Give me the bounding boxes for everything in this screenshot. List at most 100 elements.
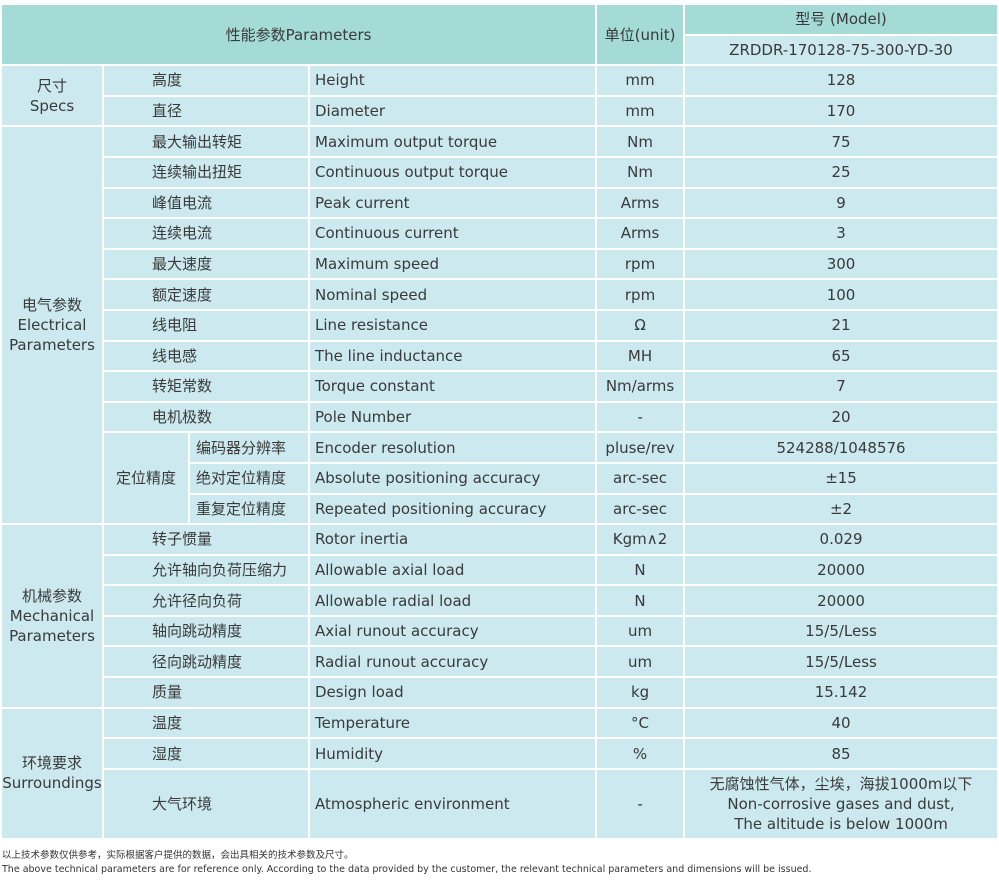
group-label-line: Surroundings — [2, 774, 102, 793]
header-model: ZRDDR-170128-75-300-YD-30 — [685, 35, 997, 65]
value: 21 — [685, 310, 997, 340]
param-cn: 峰值电流 — [104, 188, 308, 218]
param-en: Absolute positioning accuracy — [310, 463, 596, 493]
group-label-line: Parameters — [9, 336, 95, 355]
table-row: 连续电流 Continuous current Arms 3 — [2, 219, 997, 248]
table-row: 重复定位精度 Repeated positioning accuracy arc-s… — [2, 494, 997, 524]
param-cn: 径向跳动精度 — [104, 647, 308, 677]
table-row: 定位精度 编码器分辨率 Encoder resolution pluse/rev 524… — [2, 433, 997, 524]
value-line: Non-corrosive gases and dust, — [727, 794, 955, 813]
header-row: ZRDDR-170128-75-300-YD-30 — [2, 35, 997, 65]
value: 15.142 — [685, 678, 997, 707]
header-parameters: 性能参数Parameters — [2, 5, 596, 65]
unit: Nm/arms — [597, 372, 684, 401]
value: 9 — [685, 188, 997, 218]
unit: um — [597, 647, 684, 677]
value: 3 — [685, 219, 997, 248]
value: 170 — [685, 96, 997, 126]
param-en: Rotor inertia — [310, 525, 596, 554]
table-row: 连续输出扭矩 Continuous output torque Nm 25 — [2, 157, 997, 187]
param-en: Diameter — [310, 96, 596, 126]
param-en: Encoder resolution — [310, 433, 596, 462]
group-label-line: 电气参数 — [21, 296, 82, 315]
value: 100 — [685, 280, 997, 309]
header-model-label: 型号 (Model) — [685, 5, 997, 34]
param-cn: 连续输出扭矩 — [104, 157, 308, 187]
group-label-line: Mechanical — [9, 606, 95, 625]
table-row: 大气环境 Atmospheric environment - 无腐蚀性气体，尘埃，海拔… — [2, 769, 997, 838]
unit: N — [597, 555, 684, 585]
param-cn: 额定速度 — [104, 280, 308, 309]
param-cn: 高度 — [104, 66, 308, 95]
param-cn: 直径 — [104, 96, 308, 126]
value: 15/5/Less — [685, 647, 997, 677]
table-row: 环境要求 Surroundings 温度 Temperature °C 40 — [2, 708, 997, 838]
table-row: 线电感 The line inductance MH 65 — [2, 341, 997, 371]
value: 128 — [685, 66, 997, 95]
footnotes: 以上技术参数仅供参考，实际根据客户提供的数据，会出具相关的技术参数及尺寸。 The… — [2, 849, 811, 877]
table-row: 绝对定位精度 Absolute positioning accuracy arc-s… — [2, 463, 997, 493]
unit: Ω — [597, 310, 684, 340]
param-en: Design load — [310, 678, 596, 707]
unit: rpm — [597, 249, 684, 279]
param-en: Continuous current — [310, 219, 596, 248]
value: ±2 — [685, 494, 997, 524]
param-cn: 重复定位精度 — [190, 494, 308, 524]
param-cn: 电机极数 — [104, 402, 308, 432]
table-row: 峰值电流 Peak current Arms 9 — [2, 188, 997, 218]
param-cn: 湿度 — [104, 739, 308, 768]
param-en: Radial runout accuracy — [310, 647, 596, 677]
unit: arc-sec — [597, 463, 684, 493]
group-label: 环境要求 Surroundings — [2, 708, 102, 838]
value: 40 — [685, 708, 997, 738]
param-en: Allowable radial load — [310, 586, 596, 615]
group-label-line: Parameters — [9, 626, 95, 645]
param-cn: 转矩常数 — [104, 372, 308, 401]
param-cn: 线电阻 — [104, 310, 308, 340]
param-en: Pole Number — [310, 402, 596, 432]
table-row: 额定速度 Nominal speed rpm 100 — [2, 280, 997, 309]
param-cn: 最大输出转矩 — [104, 127, 308, 156]
value: 0.029 — [685, 525, 997, 554]
group-label: 尺寸 Specs — [2, 66, 102, 126]
unit: mm — [597, 66, 684, 95]
unit: Arms — [597, 188, 684, 218]
value: 20000 — [685, 586, 997, 615]
param-en: Maximum output torque — [310, 127, 596, 156]
param-en: Temperature — [310, 708, 596, 738]
table-row: 机械参数 Mechanical Parameters 转子惯量 Rotor inerti… — [2, 525, 997, 707]
footnote: 以上技术参数仅供参考，实际根据客户提供的数据，会出具相关的技术参数及尺寸。 — [2, 850, 354, 861]
unit: rpm — [597, 280, 684, 309]
unit: pluse/rev — [597, 433, 684, 462]
group-label-line: 尺寸 — [36, 76, 67, 95]
unit: - — [597, 402, 684, 432]
unit: - — [597, 769, 684, 838]
param-en: Maximum speed — [310, 249, 596, 279]
param-cn: 编码器分辨率 — [190, 433, 308, 462]
unit: °C — [597, 708, 684, 738]
param-en: Height — [310, 66, 596, 95]
param-cn: 质量 — [104, 678, 308, 707]
value: 7 — [685, 372, 997, 401]
table-row: 允许轴向负荷压缩力 Allowable axial load N 20000 — [2, 555, 997, 585]
table-row: 电气参数 Electrical Parameters 最大输出转矩 Maximum ou… — [2, 127, 997, 524]
unit: arc-sec — [597, 494, 684, 524]
value: 15/5/Less — [685, 616, 997, 646]
group-label: 电气参数 Electrical Parameters — [2, 127, 102, 524]
group-label-line: Electrical — [17, 316, 87, 335]
value: 20000 — [685, 555, 997, 585]
spec-table: 性能参数Parameters 单位(unit) 型号 (Model) ZRDDR… — [0, 3, 999, 840]
unit: N — [597, 586, 684, 615]
param-cn: 转子惯量 — [104, 525, 308, 554]
param-en: Allowable axial load — [310, 555, 596, 585]
unit: kg — [597, 678, 684, 707]
table-row: 轴向跳动精度 Axial runout accuracy um 15/5/Less — [2, 616, 997, 646]
group-label: 机械参数 Mechanical Parameters — [2, 525, 102, 707]
param-en: Repeated positioning accuracy — [310, 494, 596, 524]
value: 65 — [685, 341, 997, 371]
param-cn: 允许轴向负荷压缩力 — [104, 555, 308, 585]
header-unit: 单位(unit) — [597, 5, 684, 65]
param-en: Peak current — [310, 188, 596, 218]
param-cn: 温度 — [104, 708, 308, 738]
value: 20 — [685, 402, 997, 432]
